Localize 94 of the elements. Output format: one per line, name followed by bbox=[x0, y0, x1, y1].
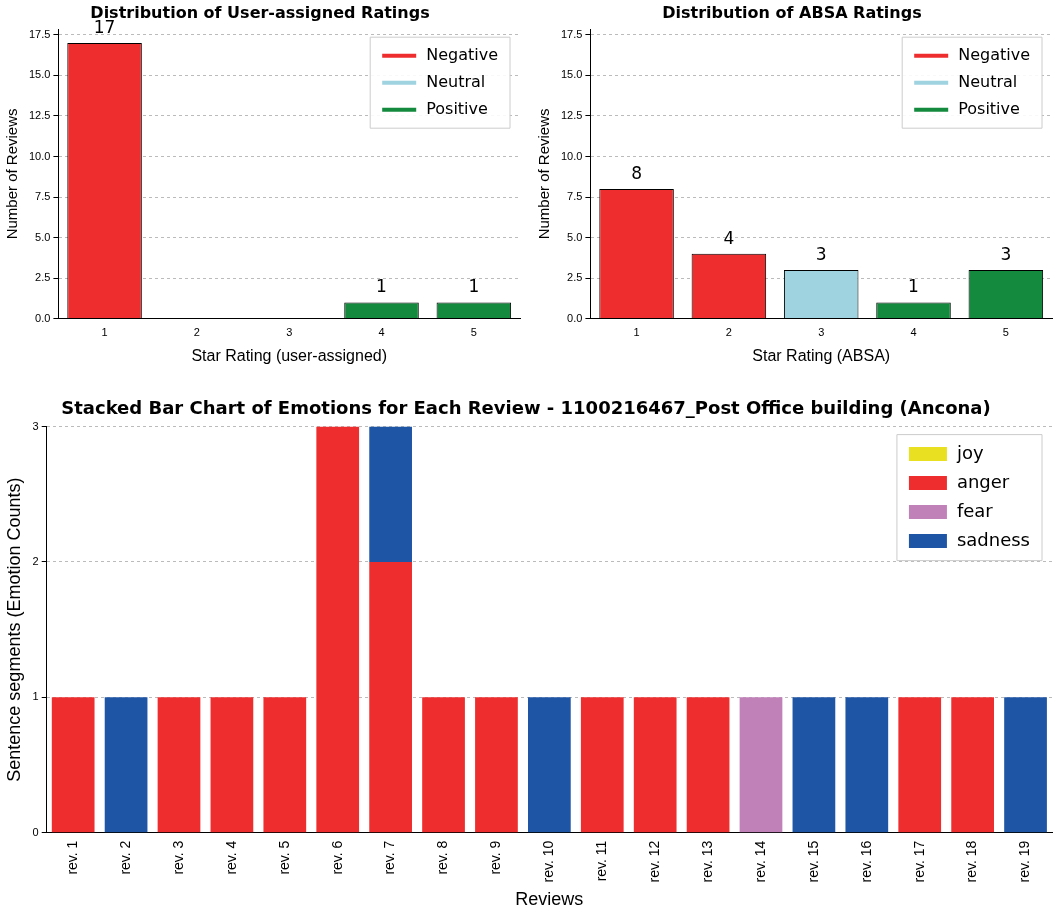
x-axis-title: Star Rating (user-assigned) bbox=[191, 346, 388, 364]
y-tick-label: 0 bbox=[32, 825, 39, 838]
x-tick-label: 3 bbox=[818, 326, 825, 339]
legend-label: Negative bbox=[958, 44, 1031, 64]
y-tick-label: 15.0 bbox=[560, 68, 583, 81]
x-axis-title: Reviews bbox=[515, 889, 584, 910]
data-label: 1 bbox=[468, 276, 480, 297]
legend-label: anger bbox=[956, 470, 1010, 492]
x-tick-label: 1 bbox=[101, 326, 108, 339]
bar bbox=[1004, 697, 1047, 833]
x-tick-label: 5 bbox=[470, 326, 477, 339]
x-tick-label: 4 bbox=[378, 326, 385, 339]
y-tick-label: 5.0 bbox=[35, 230, 51, 243]
bar bbox=[157, 697, 201, 833]
y-tick-label: 10.0 bbox=[28, 149, 51, 162]
y-tick-label: 2.5 bbox=[567, 271, 583, 284]
y-tick-label: 2 bbox=[32, 554, 39, 567]
bar bbox=[51, 697, 95, 833]
x-tick-label: rev. 4 bbox=[222, 840, 239, 875]
y-axis-title: Number of Reviews bbox=[3, 108, 21, 240]
bar bbox=[951, 697, 994, 833]
legend-label: Positive bbox=[426, 98, 488, 118]
chart-title: Stacked Bar Chart of Emotions for Each Review - 1100216467_Post Office building (Ancona) bbox=[61, 397, 991, 419]
data-label: 3 bbox=[1000, 243, 1012, 264]
x-tick-label: rev. 14 bbox=[751, 840, 768, 883]
x-tick-label: rev. 16 bbox=[857, 840, 874, 883]
data-label: 4 bbox=[723, 227, 735, 248]
x-tick-label: rev. 2 bbox=[116, 840, 133, 875]
x-tick-label: rev. 19 bbox=[1016, 840, 1033, 883]
bar bbox=[845, 697, 889, 833]
legend-label: fear bbox=[956, 499, 994, 521]
data-label: 1 bbox=[376, 276, 387, 297]
y-tick-label: 17.5 bbox=[28, 27, 51, 40]
legend-label: Neutral bbox=[426, 71, 486, 91]
y-tick-label: 3 bbox=[32, 419, 39, 432]
bar bbox=[104, 697, 148, 833]
y-tick-label: 7.5 bbox=[35, 190, 51, 203]
data-label: 3 bbox=[815, 243, 827, 264]
bar bbox=[633, 697, 677, 833]
y-tick-label: 2.5 bbox=[35, 271, 51, 284]
y-tick-label: 12.5 bbox=[560, 108, 583, 121]
x-tick-label: 2 bbox=[193, 326, 200, 339]
bar bbox=[422, 697, 465, 833]
x-tick-label: rev. 11 bbox=[593, 840, 610, 882]
bar bbox=[792, 697, 836, 833]
x-tick-label: 2 bbox=[725, 326, 732, 339]
legend-label: sadness bbox=[956, 528, 1031, 550]
x-tick-label: rev. 18 bbox=[963, 840, 980, 883]
y-tick-label: 1 bbox=[32, 690, 39, 703]
y-tick-label: 7.5 bbox=[567, 190, 583, 203]
data-label: 1 bbox=[908, 276, 919, 297]
y-tick-label: 5.0 bbox=[567, 230, 583, 243]
legend-label: Neutral bbox=[958, 71, 1018, 91]
x-tick-label: rev. 7 bbox=[381, 840, 398, 875]
bar bbox=[686, 697, 730, 833]
bar bbox=[580, 697, 624, 833]
y-axis-title: Sentence segments (Emotion Counts) bbox=[3, 477, 24, 782]
y-axis-title: Number of Reviews bbox=[535, 108, 553, 240]
legend-label: joy bbox=[955, 441, 984, 463]
x-tick-label: rev. 17 bbox=[910, 840, 927, 883]
data-label: 8 bbox=[631, 162, 642, 183]
bar bbox=[316, 426, 360, 833]
x-tick-label: 5 bbox=[1002, 326, 1009, 339]
y-tick-label: 0.0 bbox=[35, 311, 51, 324]
x-tick-label: rev. 9 bbox=[487, 840, 504, 875]
legend-label: Negative bbox=[426, 44, 499, 64]
y-tick-label: 15.0 bbox=[28, 68, 51, 81]
y-tick-label: 0.0 bbox=[567, 311, 583, 324]
y-tick-label: 12.5 bbox=[28, 108, 51, 121]
bar bbox=[210, 697, 254, 833]
x-tick-label: rev. 10 bbox=[540, 840, 557, 883]
bar bbox=[898, 697, 942, 833]
x-axis-title: Star Rating (ABSA) bbox=[752, 346, 891, 364]
x-tick-label: rev. 8 bbox=[434, 840, 451, 875]
x-tick-label: rev. 3 bbox=[169, 840, 186, 875]
bar bbox=[369, 426, 412, 562]
x-tick-label: rev. 6 bbox=[328, 840, 345, 875]
x-tick-label: rev. 5 bbox=[275, 840, 292, 875]
bar bbox=[263, 697, 307, 833]
x-tick-label: rev. 15 bbox=[804, 840, 821, 883]
y-tick-label: 10.0 bbox=[560, 149, 583, 162]
y-tick-label: 17.5 bbox=[560, 27, 583, 40]
x-tick-label: 1 bbox=[633, 326, 640, 339]
legend-label: Positive bbox=[958, 98, 1020, 118]
x-tick-label: 3 bbox=[286, 326, 293, 339]
bar bbox=[475, 697, 518, 833]
chart-title: Distribution of ABSA Ratings bbox=[662, 2, 922, 22]
bar bbox=[369, 561, 412, 833]
bar bbox=[528, 697, 571, 833]
x-tick-label: rev. 1 bbox=[64, 840, 81, 875]
x-tick-label: rev. 13 bbox=[698, 840, 715, 883]
x-tick-label: rev. 12 bbox=[646, 840, 663, 883]
x-tick-label: 4 bbox=[910, 326, 917, 339]
bar bbox=[739, 697, 783, 833]
